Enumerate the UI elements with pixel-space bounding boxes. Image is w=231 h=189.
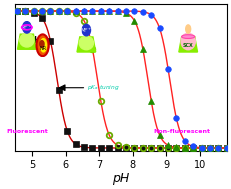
Ellipse shape (79, 36, 94, 50)
Circle shape (40, 41, 44, 47)
Ellipse shape (186, 25, 191, 33)
Text: SCX: SCX (183, 43, 194, 48)
Text: M$^{n+}$: M$^{n+}$ (20, 23, 33, 32)
Ellipse shape (40, 39, 46, 52)
Text: Fluorescent: Fluorescent (6, 129, 48, 134)
Text: NR: NR (39, 46, 46, 51)
Polygon shape (18, 34, 36, 49)
Polygon shape (179, 37, 198, 52)
Ellipse shape (20, 33, 34, 47)
Circle shape (82, 24, 91, 36)
Ellipse shape (36, 34, 49, 56)
Ellipse shape (182, 35, 195, 39)
Text: Non-fluorescent: Non-fluorescent (153, 129, 210, 134)
Text: M$^{n+}$: M$^{n+}$ (80, 26, 93, 35)
X-axis label: pH: pH (112, 172, 130, 185)
Text: +: + (31, 35, 41, 45)
Polygon shape (77, 37, 96, 52)
Circle shape (23, 22, 31, 33)
Text: pK$_a$ tuning: pK$_a$ tuning (87, 83, 120, 92)
Ellipse shape (181, 33, 195, 50)
